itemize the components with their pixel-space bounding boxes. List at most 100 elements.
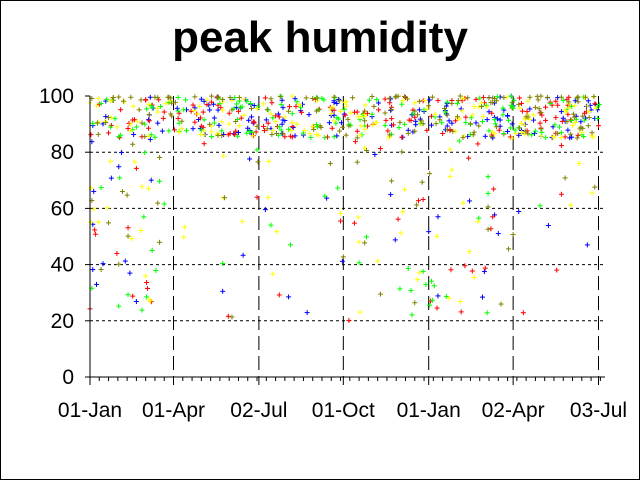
data-point	[116, 261, 122, 267]
data-point	[559, 118, 565, 124]
data-point	[308, 135, 314, 141]
data-point	[560, 97, 566, 103]
data-point	[171, 127, 177, 133]
data-point	[182, 224, 188, 230]
data-point	[207, 107, 213, 113]
data-point	[362, 126, 368, 132]
data-point	[518, 100, 524, 106]
data-point	[592, 101, 598, 107]
data-point	[297, 102, 303, 108]
data-point	[358, 123, 364, 129]
data-point	[518, 130, 524, 136]
data-point	[569, 118, 575, 124]
data-point	[493, 124, 499, 130]
data-point	[351, 109, 357, 115]
data-point	[387, 95, 393, 101]
data-point	[377, 291, 383, 297]
data-point	[226, 121, 232, 127]
data-point	[145, 101, 151, 107]
data-point	[412, 114, 418, 120]
data-point	[412, 128, 418, 134]
data-point	[237, 104, 243, 110]
data-point	[439, 120, 445, 126]
data-point	[400, 209, 406, 215]
data-point	[148, 132, 154, 138]
data-point	[264, 126, 270, 132]
data-point	[133, 165, 139, 171]
data-point	[427, 171, 433, 177]
data-point	[357, 114, 363, 120]
data-point	[586, 109, 592, 115]
data-point	[416, 98, 422, 104]
data-point	[287, 104, 293, 110]
data-point	[567, 135, 573, 141]
data-point	[91, 188, 97, 194]
data-point	[405, 130, 411, 136]
data-point	[574, 95, 580, 101]
data-point	[469, 268, 475, 274]
data-point	[211, 115, 217, 121]
data-point	[155, 95, 161, 101]
data-point	[125, 233, 131, 239]
data-point	[589, 190, 595, 196]
data-point	[547, 101, 553, 107]
data-point	[146, 297, 152, 303]
data-point	[335, 185, 341, 191]
data-point	[409, 312, 415, 318]
data-point	[153, 268, 159, 274]
data-point	[201, 128, 207, 134]
data-point	[92, 227, 98, 233]
data-point	[397, 119, 403, 125]
data-point	[492, 131, 498, 137]
data-point	[362, 145, 368, 151]
data-point	[434, 233, 440, 239]
data-point	[106, 114, 112, 120]
data-point	[580, 125, 586, 131]
data-point	[216, 122, 222, 128]
data-point	[568, 117, 574, 123]
data-point	[539, 129, 545, 135]
data-point	[280, 117, 286, 123]
data-point	[545, 223, 551, 229]
x-tick-label: 03-Jul	[570, 399, 627, 422]
data-point	[372, 152, 378, 158]
data-point	[328, 110, 334, 116]
data-point	[517, 125, 523, 131]
data-point	[524, 109, 530, 115]
data-point	[409, 112, 415, 118]
data-point	[463, 114, 469, 120]
data-point	[538, 109, 544, 115]
data-point	[583, 94, 589, 100]
data-point	[354, 135, 360, 141]
data-point	[133, 124, 139, 130]
data-point	[376, 107, 382, 113]
data-point	[418, 118, 424, 124]
data-point	[456, 138, 462, 144]
data-point	[280, 105, 286, 111]
data-point	[192, 105, 198, 111]
data-point	[495, 231, 501, 237]
data-point	[555, 131, 561, 137]
data-point	[282, 134, 288, 140]
data-point	[433, 121, 439, 127]
data-point	[428, 278, 434, 284]
data-point	[585, 123, 591, 129]
data-point	[471, 103, 477, 109]
data-point	[564, 119, 570, 125]
data-point	[234, 101, 240, 107]
data-point	[348, 110, 354, 116]
data-point	[396, 125, 402, 131]
data-point	[215, 107, 221, 113]
data-point	[152, 134, 158, 140]
data-point	[265, 194, 271, 200]
data-point	[331, 94, 337, 100]
data-point	[268, 111, 274, 117]
data-point	[334, 101, 340, 107]
data-point	[118, 132, 124, 138]
data-point	[214, 131, 220, 137]
data-point	[501, 131, 507, 137]
data-point	[389, 107, 395, 113]
data-point	[489, 110, 495, 116]
data-point	[313, 108, 319, 114]
data-point	[568, 131, 574, 137]
